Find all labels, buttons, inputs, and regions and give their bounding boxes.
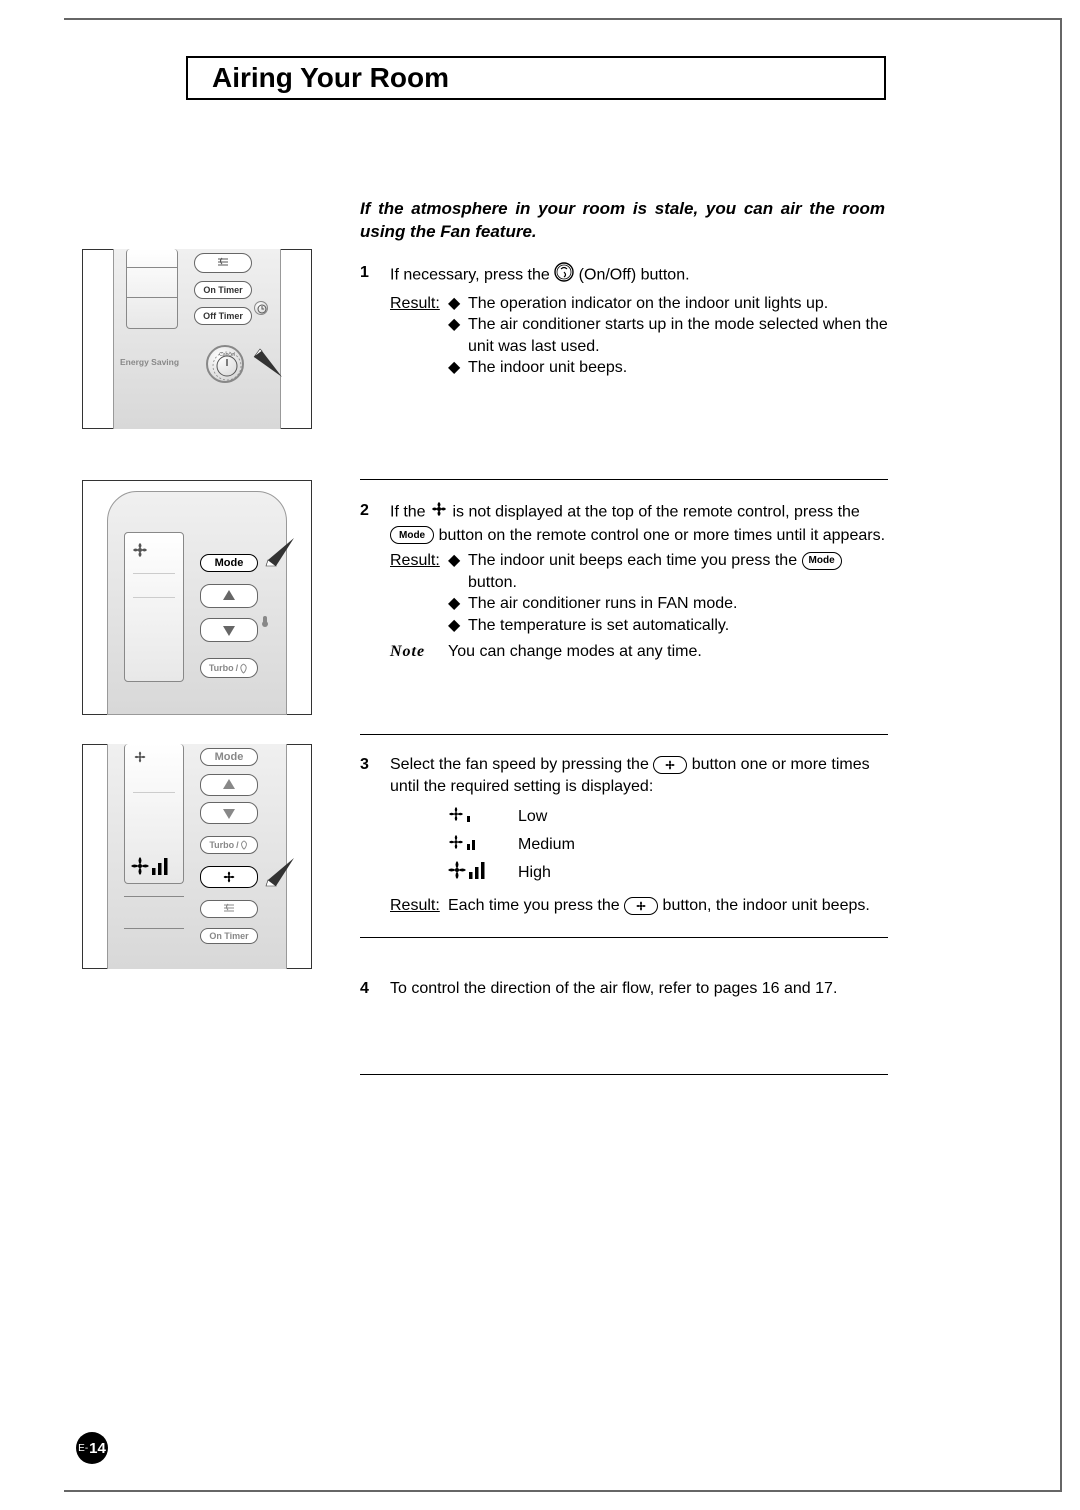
fan-icon [133,750,147,764]
step1-r2: The air conditioner starts up in the mod… [468,314,888,357]
fan-low-label: Low [518,806,547,828]
step2-r1a: The indoor unit beeps each time you pres… [468,552,802,569]
step2-text-b: is not displayed at the top of the remot… [452,504,859,521]
bullet-icon: ◆ [448,593,468,615]
step2-text-c: button on the remote control one or more… [439,527,885,544]
fan-medium-icon [448,832,518,859]
divider [360,937,888,938]
step3-result-b: button, the indoor unit beeps. [663,897,870,914]
fan-high-icon [131,855,177,877]
result-label: Result: [390,295,440,312]
svg-text:Cancel: Cancel [219,352,235,358]
step2-r1b: button. [468,574,517,591]
step-4: 4 To control the direction of the air fl… [360,978,888,1075]
page-title: Airing Your Room [212,62,449,94]
result-label: Result: [390,552,440,569]
bullet-icon: ◆ [448,314,468,357]
step2-r2: The air conditioner runs in FAN mode. [468,593,737,615]
fan-button-icon [624,897,658,915]
step-2-num: 2 [360,500,369,522]
fan-high-icon [448,859,518,888]
step-3-num: 3 [360,754,369,776]
remote-diagram-3: Mode Turbo/ On Timer [82,744,312,969]
step4-text: To control the direction of the air flow… [390,980,837,997]
step2-r3: The temperature is set automatically. [468,615,729,637]
step-2: 2 If the is not displayed at the top of … [360,500,888,735]
result-label: Result: [390,897,440,914]
step3-text-a: Select the fan speed by pressing the [390,756,653,773]
step-1: 1 If necessary, press the (On/Off) butto… [360,262,888,480]
step-1-num: 1 [360,262,369,284]
divider [360,479,888,480]
remote-diagram-1: On Timer Off Timer Energy Saving Cancel [82,249,312,429]
step-4-num: 4 [360,978,369,1000]
bullet-icon: ◆ [448,357,468,379]
mode-button-icon: Mode [802,552,842,570]
step1-r1: The operation indicator on the indoor un… [468,293,828,315]
bullet-icon: ◆ [448,550,468,593]
step2-text-a: If the [390,504,430,521]
title-box: Airing Your Room [186,56,886,100]
fan-icon [131,541,149,559]
remote-diagram-2: Mode Turbo/ [82,480,312,715]
step-3: 3 Select the fan speed by pressing the b… [360,754,888,938]
divider [360,1074,888,1075]
energy-saving-label: Energy Saving [120,357,179,367]
mode-button-icon: Mode [390,526,434,544]
step1-r3: The indoor unit beeps. [468,357,627,379]
fan-button-icon [653,756,687,774]
divider [360,734,888,735]
page-number: E-14 [76,1432,108,1464]
step3-result-a: Each time you press the [448,897,624,914]
fan-icon [430,500,448,525]
fan-high-label: High [518,862,551,884]
step1-text-b: (On/Off) button. [579,267,690,284]
bullet-icon: ◆ [448,615,468,637]
note-label: Note [390,643,425,660]
onoff-icon [554,262,574,289]
fan-low-icon [448,804,518,831]
intro-text: If the atmosphere in your room is stale,… [360,198,885,244]
bullet-icon: ◆ [448,293,468,315]
step2-note: You can change modes at any time. [448,643,702,660]
step1-text-a: If necessary, press the [390,267,554,284]
fan-medium-label: Medium [518,834,575,856]
